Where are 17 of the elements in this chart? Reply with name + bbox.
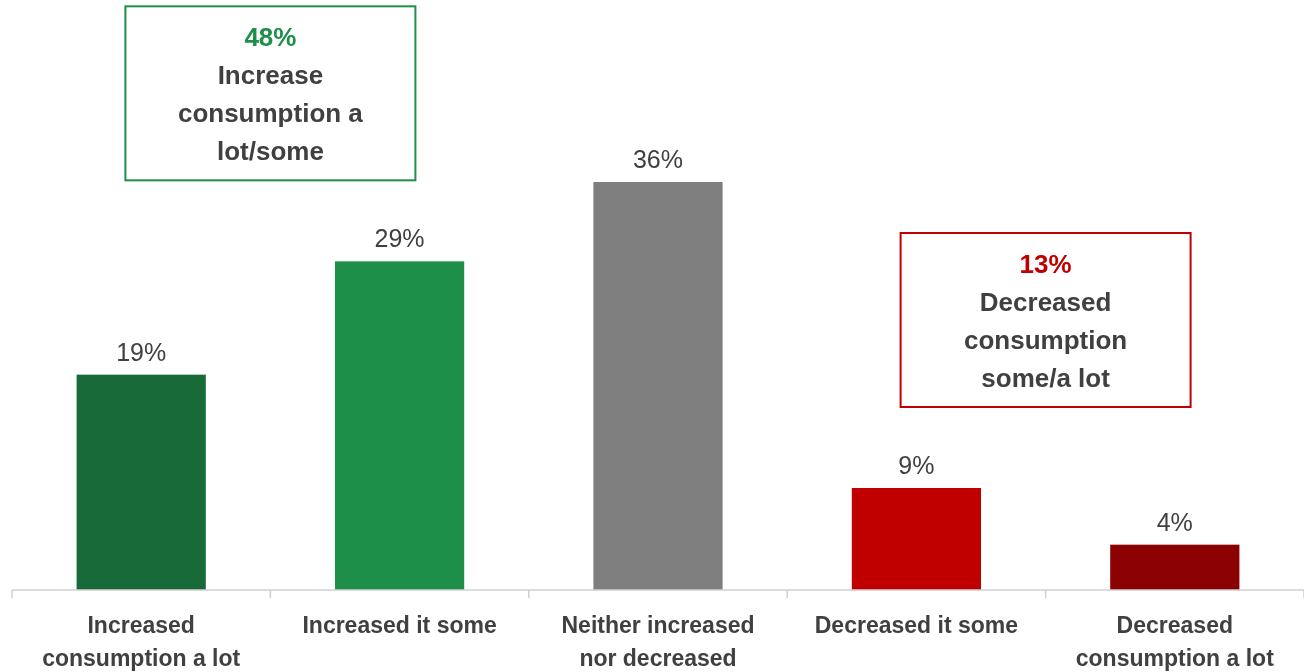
data-label: 9%	[898, 451, 935, 479]
x-tick-label: Increased it some	[302, 612, 497, 638]
bar	[335, 261, 465, 590]
bar	[76, 374, 206, 590]
x-tick-label: Decreased consumption a lot	[1075, 612, 1275, 671]
x-tick-label: Neither increased nor decreased	[561, 612, 755, 671]
data-label: 19%	[116, 337, 167, 366]
x-tick-label: Decreased it some	[814, 612, 1019, 638]
data-label: 36%	[632, 145, 684, 173]
bar	[593, 182, 723, 590]
data-label: 4%	[1156, 507, 1193, 536]
annotation: 13% Decreased consumption some/a lot	[963, 249, 1128, 393]
bar	[1110, 544, 1240, 590]
data-label: 29%	[374, 224, 425, 253]
text: 48% Increase consumption a lot/some	[177, 22, 364, 167]
x-tick-label: Increased consumption a lot	[42, 612, 241, 671]
bar	[851, 488, 981, 590]
